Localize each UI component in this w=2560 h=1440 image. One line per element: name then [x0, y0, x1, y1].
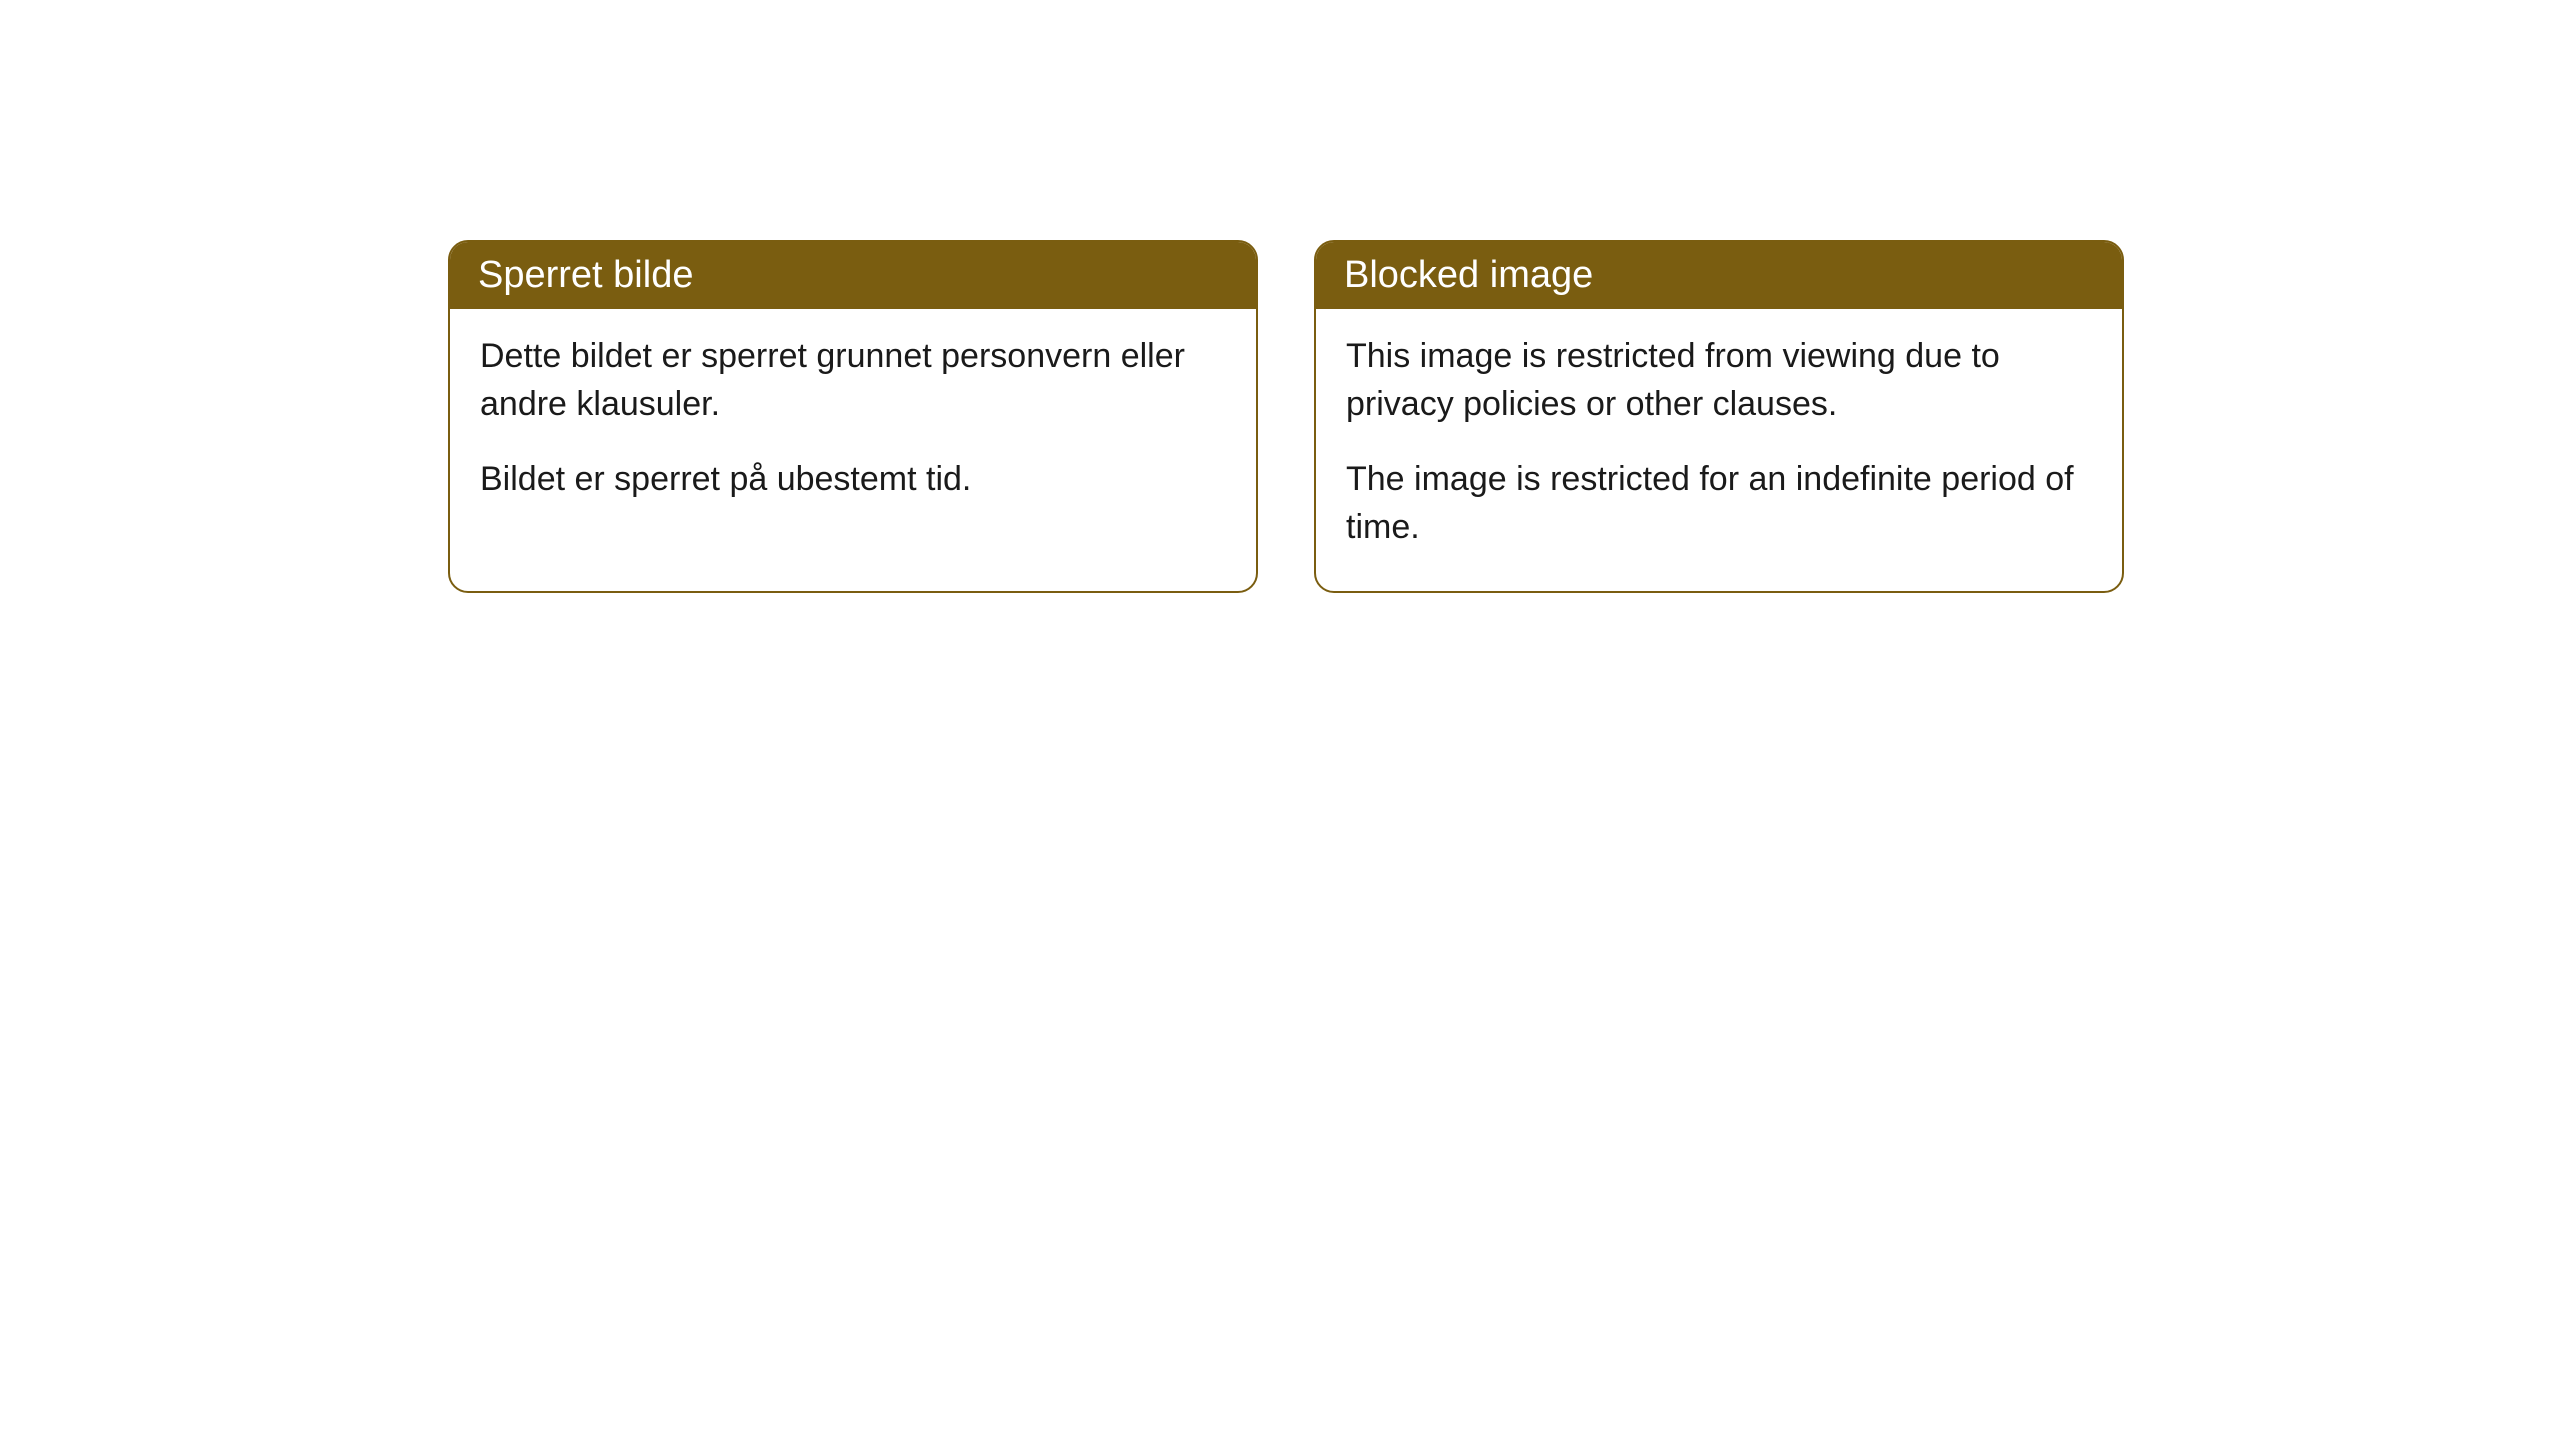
notice-cards-container: Sperret bilde Dette bildet er sperret gr…: [448, 240, 2124, 593]
card-paragraph: The image is restricted for an indefinit…: [1346, 456, 2092, 551]
card-body: This image is restricted from viewing du…: [1316, 309, 2122, 591]
card-paragraph: This image is restricted from viewing du…: [1346, 333, 2092, 428]
card-header: Blocked image: [1316, 242, 2122, 309]
notice-card-norwegian: Sperret bilde Dette bildet er sperret gr…: [448, 240, 1258, 593]
card-header: Sperret bilde: [450, 242, 1256, 309]
card-paragraph: Dette bildet er sperret grunnet personve…: [480, 333, 1226, 428]
card-body: Dette bildet er sperret grunnet personve…: [450, 309, 1256, 544]
card-paragraph: Bildet er sperret på ubestemt tid.: [480, 456, 1226, 504]
card-title: Sperret bilde: [478, 254, 693, 296]
notice-card-english: Blocked image This image is restricted f…: [1314, 240, 2124, 593]
card-title: Blocked image: [1344, 254, 1593, 296]
